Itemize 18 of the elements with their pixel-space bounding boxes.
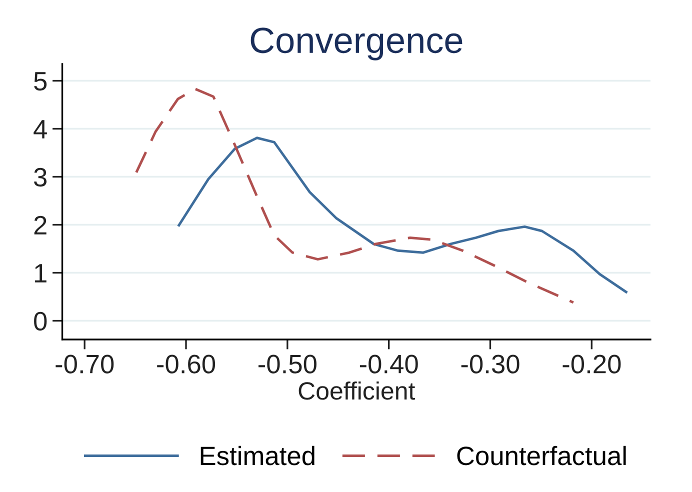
x-tick-label: -0.20 [562, 354, 621, 374]
legend-label: Counterfactual [457, 446, 626, 466]
x-axis-title: Coefficient [298, 381, 416, 400]
chart-title: Convergence [250, 28, 462, 60]
legend-label: Estimated [200, 446, 314, 466]
y-tick-label: 4 [34, 120, 47, 138]
x-tick-label: -0.50 [258, 354, 316, 374]
x-tick-label: -0.70 [56, 354, 114, 374]
line-series [135, 88, 575, 304]
y-tick-label: 3 [34, 168, 47, 187]
x-tick-label: -0.60 [157, 354, 216, 374]
line-series [178, 136, 628, 294]
y-tick-label: 5 [34, 72, 47, 91]
y-tick-label: 1 [35, 264, 46, 282]
y-tick-label: 2 [34, 216, 46, 234]
x-tick-label: -0.40 [360, 354, 418, 374]
x-tick-label: -0.30 [461, 354, 520, 374]
y-tick-label: 0 [34, 312, 47, 331]
